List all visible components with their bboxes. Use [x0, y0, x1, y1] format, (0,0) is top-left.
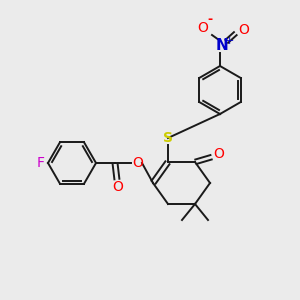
Text: S: S — [163, 131, 173, 145]
Text: O: O — [133, 156, 143, 170]
Text: F: F — [37, 156, 45, 170]
Text: O: O — [112, 180, 123, 194]
Text: O: O — [198, 21, 208, 35]
Text: O: O — [238, 23, 249, 37]
Text: O: O — [214, 147, 224, 161]
Text: +: + — [224, 36, 234, 46]
Text: N: N — [216, 38, 228, 52]
Text: -: - — [207, 13, 213, 26]
